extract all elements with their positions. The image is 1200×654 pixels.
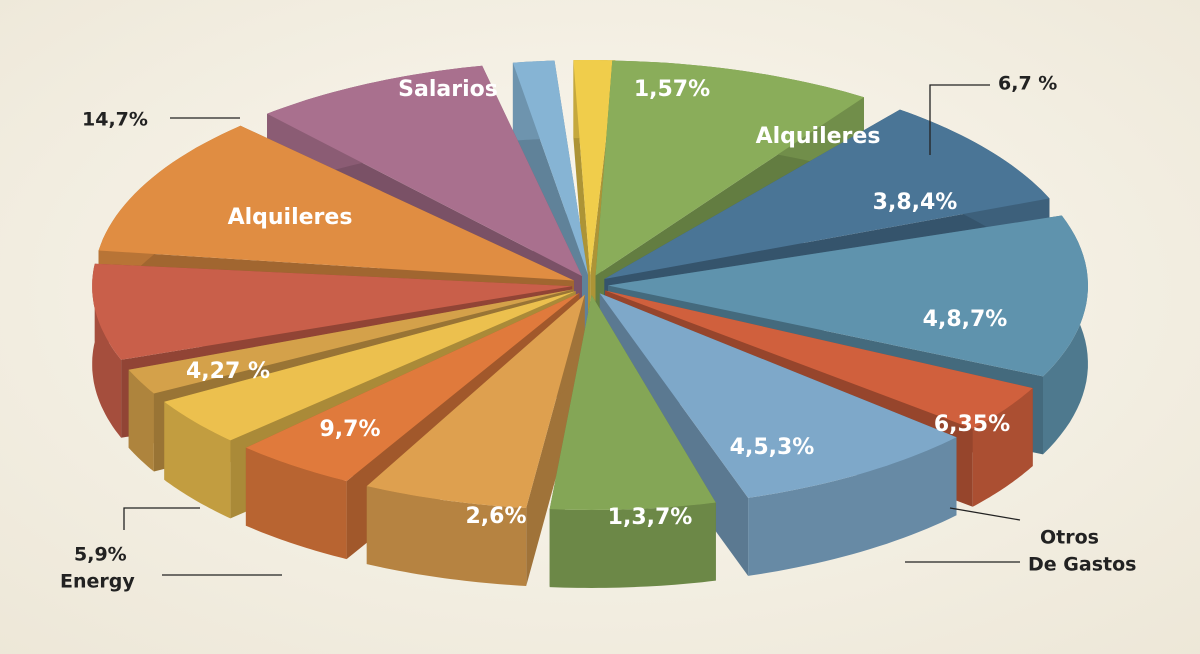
slice: [245, 293, 580, 482]
callout: 6,7 %: [998, 73, 1057, 95]
slice: [605, 290, 1033, 429]
callout: Otros: [1040, 527, 1099, 549]
slice: [164, 291, 576, 441]
leader-line: [123, 507, 200, 530]
slice-label: 2,6%: [465, 504, 526, 529]
callouts: 6,7 % 14,7% 5,9% Energy Otros De Gastos: [60, 73, 1136, 593]
slice: [573, 60, 616, 275]
slice: [128, 289, 574, 394]
slice-labels: 1,57% Alquileres 3,8,4% 4,8,7% 6,35% 4,5,3% 1,…: [186, 77, 1010, 530]
slice-label: 4,8,7%: [923, 307, 1008, 332]
slice-wall: [366, 486, 527, 586]
slice-label: 9,7%: [319, 417, 380, 442]
slice-label: 1,57%: [634, 77, 710, 102]
leader-line: [929, 84, 990, 155]
slice: [595, 60, 864, 276]
slice: [366, 294, 585, 508]
pie: [92, 60, 1088, 588]
slice-wall: [164, 401, 231, 519]
slice-label: 4,27 %: [186, 359, 270, 384]
slice: [92, 263, 573, 360]
slice-wall: [748, 437, 957, 576]
slice-label: 4,5,3%: [730, 435, 815, 460]
slice: [608, 215, 1088, 377]
slice-label: Salarios: [398, 77, 498, 102]
slice-label: Alquileres: [228, 205, 353, 230]
slice: [267, 65, 582, 277]
slice: [512, 60, 588, 276]
callout: Energy: [60, 571, 135, 593]
slice-side: [164, 291, 576, 480]
callout: De Gastos: [1028, 554, 1136, 576]
callout: 5,9%: [74, 544, 127, 566]
slice-wall: [972, 388, 1033, 507]
slice: [98, 125, 574, 281]
leader-line: [949, 507, 1021, 521]
slice-wall: [92, 263, 122, 438]
slice: [549, 295, 716, 510]
slice: [599, 293, 957, 498]
slice-label: 6,35%: [934, 412, 1010, 437]
slice-label: Alquileres: [756, 124, 881, 149]
callout: 14,7%: [82, 109, 148, 131]
slice-label: 1,3,7%: [608, 505, 693, 530]
slice-wall: [128, 369, 154, 472]
slice-label: 3,8,4%: [873, 190, 958, 215]
slice: [604, 109, 1050, 279]
slice-wall: [245, 447, 347, 560]
slice-wall: [549, 502, 716, 588]
